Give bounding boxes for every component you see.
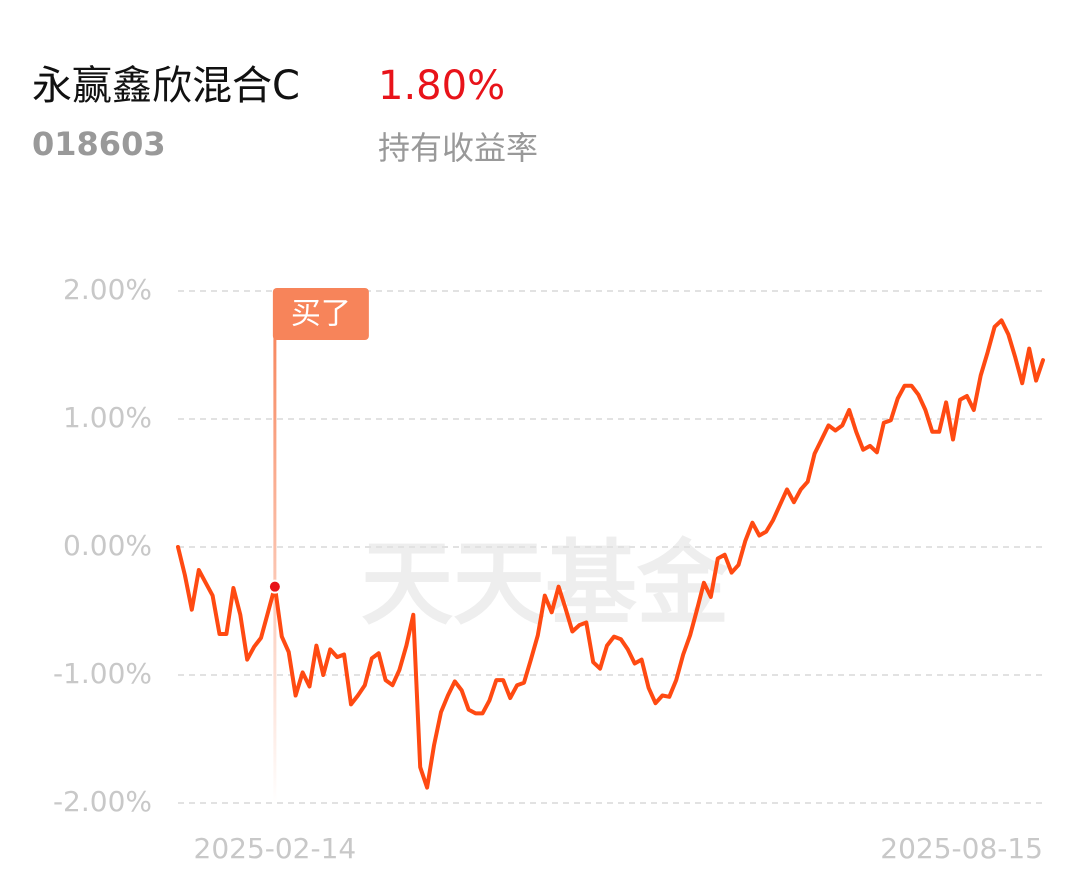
buy-tag	[272, 288, 369, 340]
y-tick-label: 2.00%	[63, 273, 152, 306]
buy-point	[267, 579, 282, 594]
holding-return: 1.80%	[378, 63, 505, 109]
buy-line	[273, 320, 277, 803]
x-tick-label: 2025-02-14	[194, 832, 357, 865]
y-tick-label: 1.00%	[63, 401, 152, 434]
x-tick-label: 2025-08-15	[880, 832, 1043, 865]
fund-code: 018603	[32, 125, 166, 163]
watermark: 天天基金	[361, 530, 730, 638]
fund-name: 永赢鑫欣混合C	[32, 63, 300, 109]
line	[176, 318, 1045, 790]
y-tick-label: -1.00%	[53, 657, 152, 690]
y-tick-label: 0.00%	[63, 529, 152, 562]
buy-tag-text: 买了	[291, 297, 351, 332]
y-tick-label: -2.00%	[53, 785, 152, 818]
return-label: 持有收益率	[378, 129, 538, 167]
